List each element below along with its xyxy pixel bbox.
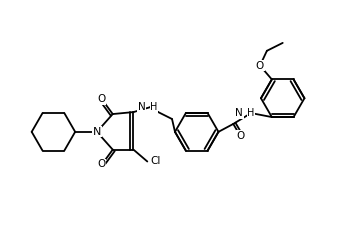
Text: N: N [93,127,101,137]
Text: N: N [235,108,243,118]
Text: O: O [98,94,106,104]
Text: H: H [150,102,158,112]
Text: N: N [137,102,145,112]
Text: H: H [247,108,254,118]
Text: O: O [98,160,106,169]
Text: O: O [256,61,264,71]
Text: O: O [236,131,244,141]
Text: Cl: Cl [150,156,161,166]
